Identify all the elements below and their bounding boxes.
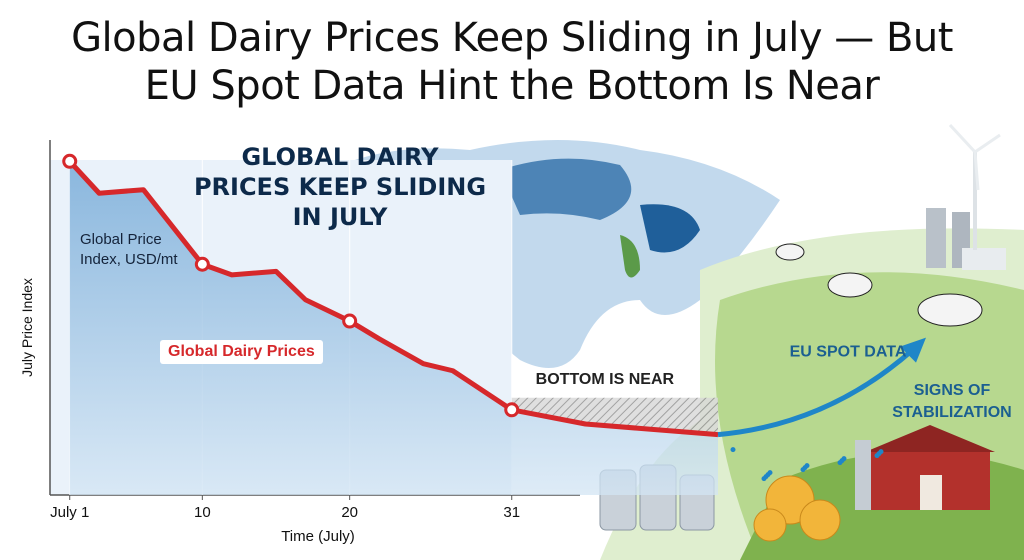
x-tick-label: 10 bbox=[194, 504, 211, 521]
dot bbox=[761, 476, 767, 482]
title: Global Dairy Prices Keep Sliding in July… bbox=[71, 15, 953, 109]
dot bbox=[800, 467, 806, 473]
eu-arrow-head bbox=[900, 337, 926, 363]
point-marker bbox=[342, 313, 358, 329]
legend-entry: Global Dairy Prices bbox=[160, 340, 323, 364]
dot bbox=[837, 460, 843, 466]
x-tick-label: July 1 bbox=[50, 504, 89, 521]
series-line bbox=[67, 159, 719, 438]
x-axis-label: Time (July) bbox=[281, 528, 355, 545]
annotation: BOTTOM IS NEAR bbox=[536, 371, 675, 388]
eu-arrow bbox=[717, 347, 915, 438]
point-marker bbox=[62, 153, 78, 169]
x-tick-label: 20 bbox=[341, 504, 358, 521]
plot-area: July 1 10 20 31 Time (July) July Price Index B… bbox=[19, 140, 926, 545]
area bbox=[69, 161, 718, 496]
annotation: SIGNS OF STABILIZATION bbox=[892, 382, 1012, 421]
y-axis-label: July Price Index bbox=[19, 278, 35, 377]
x-tick-label: 31 bbox=[503, 504, 520, 521]
point-marker bbox=[194, 256, 210, 272]
index-note: Global Price Index, USD/mt bbox=[80, 231, 178, 268]
headline: GLOBAL DAIRY PRICES KEEP SLIDING IN JULY bbox=[193, 143, 487, 231]
dot bbox=[874, 453, 880, 459]
dot bbox=[730, 447, 736, 453]
bottom-zone bbox=[511, 397, 718, 435]
point-marker bbox=[504, 402, 520, 418]
annotation: EU SPOT DATA bbox=[790, 344, 907, 361]
